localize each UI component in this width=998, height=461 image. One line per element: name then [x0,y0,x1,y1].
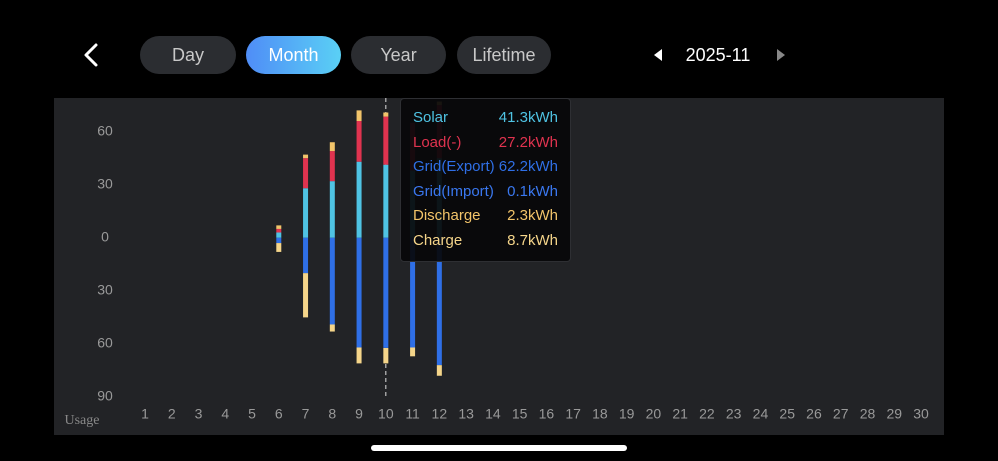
x-tick-label: 1 [141,406,149,422]
bar-segment [383,164,389,238]
bar-segment [356,237,362,348]
tooltip-value: 0.1kWh [507,182,558,200]
bar-segment [383,237,389,348]
tooltip-row: Solar 41.3kWh [413,109,558,129]
tooltip-name: Load(-) [413,133,462,151]
bar-segment [383,347,389,364]
tab[interactable]: Year [351,36,446,74]
x-tick-label: 22 [699,406,715,422]
x-tick-label: 29 [886,406,902,422]
bar-segment [356,347,362,364]
tooltip-name: Grid(Export) [413,158,495,176]
bar-segment [329,237,335,325]
x-tick-label: 19 [619,406,635,422]
tooltip-name: Discharge [413,207,481,225]
bar-segment [356,161,362,238]
x-tick-label: 2 [168,406,176,422]
bar-segment [303,237,309,274]
y-tick-label: 30 [97,175,113,191]
x-tick-label: 5 [248,406,256,422]
tooltip-row: Grid(Export) 62.2kWh [413,158,558,178]
y-tick-label: 90 [97,388,113,404]
bar-segment [356,110,362,121]
x-tick-label: 20 [646,406,662,422]
bar-segment [410,237,416,348]
tooltip-row: Charge 8.7kWh [413,232,558,252]
x-tick-label: 15 [512,406,528,422]
y-tick-label: 0 [101,228,109,244]
tab[interactable]: Month [246,36,341,74]
bar-segment [436,365,442,376]
bar-segment [276,243,282,252]
x-tick-label: 13 [458,406,474,422]
next-period[interactable] [777,49,785,61]
x-tick-label: 11 [405,406,420,422]
x-tick-label: 4 [221,406,229,422]
x-tick-label: 6 [275,406,283,422]
tooltip-value: 27.2kWh [498,133,558,151]
x-tick-label: 28 [860,406,876,422]
bar-segment [356,121,362,162]
bar-segment [276,228,282,233]
period: 2025-11 [686,45,751,65]
x-tick-label: 25 [779,406,795,422]
x-tick-label: 17 [565,406,581,422]
bar-segment [303,188,309,238]
x-tick-label: 16 [539,406,555,422]
x-tick-label: 30 [913,406,929,422]
bar-segment [276,237,282,244]
y-tick-label: 30 [97,282,113,298]
x-tick-label: 21 [672,406,688,422]
axis-label: Usage [65,413,100,428]
tooltip-value: 8.7kWh [507,232,558,249]
tooltip-row: Grid(Import) 0.1kWh [413,183,558,203]
x-tick-label: 26 [806,406,822,422]
tooltip-name: Charge [413,232,463,249]
bar-segment [383,116,389,165]
bar-segment [436,237,442,366]
tooltip-row: Load(-) 27.2kWh [413,134,558,154]
bar-segment [329,151,335,182]
bar-segment [303,273,309,318]
bar-segment [303,158,309,189]
bar-segment [329,142,335,152]
x-tick-label: 9 [355,406,363,422]
tooltip-value: 41.3kWh [498,109,558,126]
x-tick-label: 23 [726,406,742,422]
tooltip-row: Discharge 2.3kWh [413,207,558,227]
bar-segment [410,347,416,357]
bar-segment [303,154,309,159]
bar-segment [383,112,389,117]
y-tick-label: 60 [97,122,113,138]
bar-segment [276,225,282,229]
x-tick-label: 3 [195,406,203,422]
tooltip-name: Grid(Import) [413,182,494,200]
bar-segment [276,232,282,238]
x-tick-label: 18 [592,406,608,422]
tab[interactable]: Lifetime [457,36,551,74]
tooltip-name: Solar [413,109,449,126]
tooltip: Solar 41.3kWh Load(-) 27.2kWh Grid(Export) 62… [400,98,571,262]
back-button[interactable] [84,43,98,67]
tooltip-value: 2.3kWh [507,207,558,225]
x-tick-label: 8 [328,406,336,422]
x-tick-label: 24 [753,406,769,422]
x-tick-label: 10 [378,406,394,422]
prev-period[interactable] [654,49,662,61]
y-tick-label: 60 [97,335,113,351]
tooltip-value: 62.2kWh [498,158,558,176]
x-tick-label: 12 [432,406,448,422]
x-tick-label: 27 [833,406,849,422]
home-indicator [371,445,627,451]
x-tick-label: 7 [302,406,310,422]
x-tick-label: 14 [485,406,501,422]
bar-segment [329,181,335,238]
bar-segment [329,324,335,332]
tab[interactable]: Day [140,36,236,74]
